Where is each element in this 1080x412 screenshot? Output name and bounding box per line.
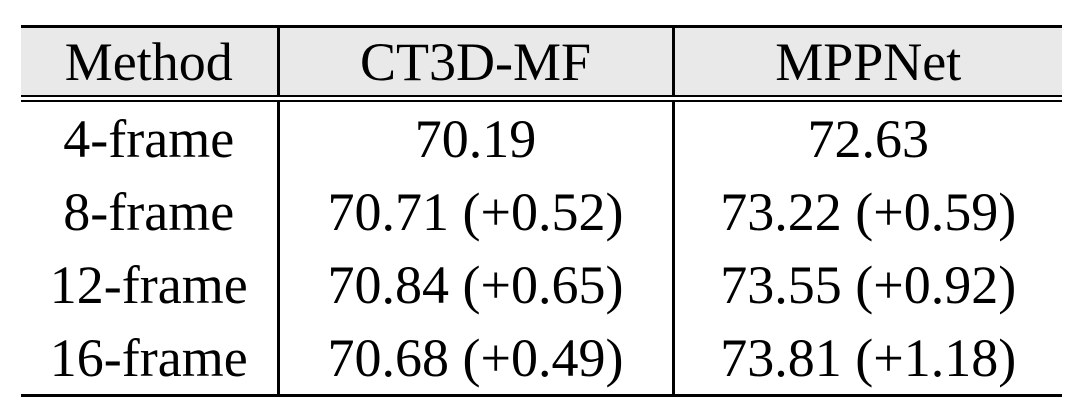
results-table: Method CT3D-MF MPPNet 4-frame 70.19 72.6… bbox=[21, 25, 1062, 397]
cell-ct3d-mf-4-frame: 70.19 bbox=[276, 98, 673, 175]
cell-mppnet-4-frame: 72.63 bbox=[671, 98, 1062, 175]
cell-method-12-frame: 12-frame bbox=[21, 248, 278, 321]
cell-mppnet-12-frame: 73.55 (+0.92) bbox=[671, 248, 1062, 321]
column-header-method: Method bbox=[21, 26, 278, 102]
table-row: 8-frame 70.71 (+0.52) 73.22 (+0.59) bbox=[21, 175, 1062, 248]
cell-mppnet-16-frame: 73.81 (+1.18) bbox=[671, 321, 1062, 396]
table-row: 16-frame 70.68 (+0.49) 73.81 (+1.18) bbox=[21, 321, 1062, 396]
cell-ct3d-mf-8-frame: 70.71 (+0.52) bbox=[276, 175, 673, 248]
cell-method-4-frame: 4-frame bbox=[21, 98, 278, 175]
cell-mppnet-8-frame: 73.22 (+0.59) bbox=[671, 175, 1062, 248]
cell-ct3d-mf-16-frame: 70.68 (+0.49) bbox=[276, 321, 673, 396]
column-header-ct3d-mf: CT3D-MF bbox=[276, 26, 673, 102]
cell-ct3d-mf-12-frame: 70.84 (+0.65) bbox=[276, 248, 673, 321]
cell-method-8-frame: 8-frame bbox=[21, 175, 278, 248]
table-row: 4-frame 70.19 72.63 bbox=[21, 98, 1062, 175]
column-header-mppnet: MPPNet bbox=[671, 26, 1062, 102]
results-table-container: Method CT3D-MF MPPNet 4-frame 70.19 72.6… bbox=[21, 25, 1062, 397]
cell-method-16-frame: 16-frame bbox=[21, 321, 278, 396]
table-header-row: Method CT3D-MF MPPNet bbox=[21, 26, 1062, 102]
table-row: 12-frame 70.84 (+0.65) 73.55 (+0.92) bbox=[21, 248, 1062, 321]
